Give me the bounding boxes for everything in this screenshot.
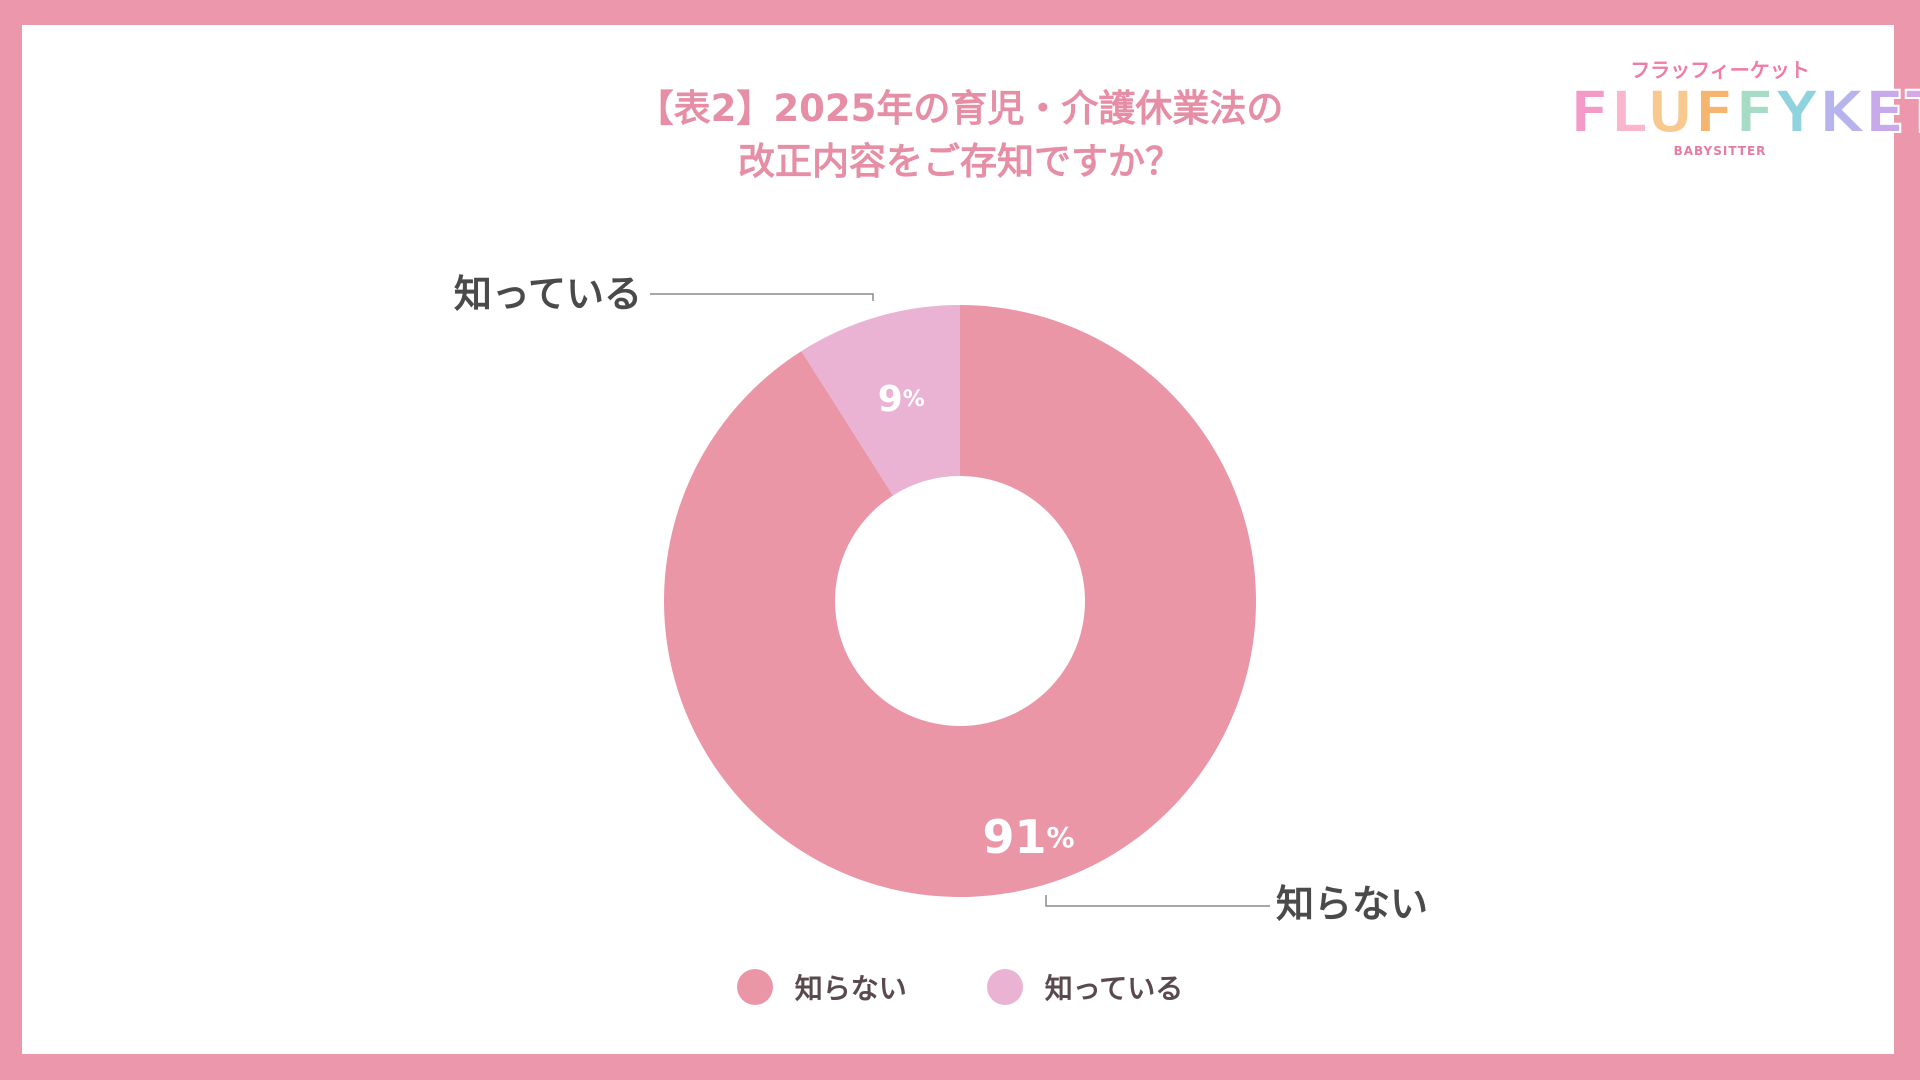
slice-value-label: 91% — [982, 810, 1074, 864]
fluffyket-logo: フラッフィーケット FLUFFYKET BABYSITTER — [1569, 50, 1920, 165]
title-line-1: 【表2】2025年の育児・介護休業法の — [636, 87, 1284, 130]
legend-swatch — [986, 969, 1023, 1005]
callout-label: 知っている — [454, 272, 642, 316]
callout-label: 知らない — [1276, 882, 1428, 926]
slice-value-number: 91 — [982, 810, 1046, 864]
logo-letter: F — [1734, 78, 1776, 146]
chart-legend: 知らない 知っている — [0, 962, 1920, 1012]
logo-letter: F — [1694, 78, 1736, 146]
title-line-2: 改正内容をご存知ですか？ — [738, 140, 1182, 183]
logo-letter: T — [1904, 78, 1920, 146]
callout-leader-line — [650, 293, 874, 301]
donut-slice — [801, 305, 960, 496]
logo-letter: K — [1818, 78, 1865, 146]
logo-wordmark: FLUFFYKET — [1569, 78, 1920, 146]
legend-label: 知っている — [1044, 972, 1184, 1005]
logo-kana-text: フラッフィーケット — [1630, 58, 1810, 82]
callout-leader-line — [1045, 895, 1270, 907]
legend-label: 知らない — [794, 972, 907, 1005]
slice-value-percent: % — [1046, 820, 1074, 853]
legend-swatch — [736, 969, 773, 1005]
logo-letter: L — [1610, 78, 1647, 146]
chart-title: 【表2】2025年の育児・介護休業法の 改正内容をご存知ですか？ — [0, 82, 1920, 188]
slice-value-label: 9% — [878, 378, 925, 419]
logo-letter: U — [1646, 78, 1695, 146]
logo-letter: Y — [1775, 78, 1819, 146]
logo-subtitle: BABYSITTER — [1673, 144, 1767, 158]
donut-slice — [664, 305, 1256, 897]
legend-item: 知らない — [736, 967, 907, 1007]
logo-letter: F — [1569, 78, 1611, 146]
slice-value-percent: % — [903, 386, 925, 411]
logo-letter: E — [1864, 78, 1906, 146]
slice-value-number: 9 — [878, 378, 903, 419]
legend-item: 知っている — [986, 967, 1184, 1007]
